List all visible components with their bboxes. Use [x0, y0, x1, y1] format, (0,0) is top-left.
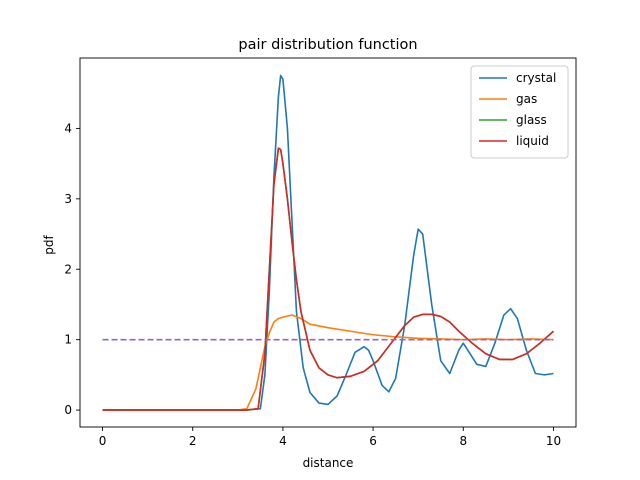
axes: 0 2 4 6 8 10 0 1 2 3 4: [64, 57, 577, 448]
x-tick-label: 6: [369, 434, 377, 448]
legend-label-gas: gas: [516, 92, 537, 106]
x-tick-label: 0: [99, 434, 107, 448]
legend-label-liquid: liquid: [516, 134, 549, 148]
plot-frame: [79, 57, 577, 428]
plot-area: [102, 74, 554, 411]
series-line-crystal: [102, 74, 554, 411]
x-tick-label: 2: [189, 434, 197, 448]
y-tick-label: 4: [64, 121, 72, 135]
series-line-glass: [102, 147, 554, 411]
y-tick-label: 1: [64, 333, 72, 347]
x-tick-label: 8: [459, 434, 467, 448]
x-tick-label: 10: [546, 434, 561, 448]
legend: crystal gas glass liquid: [470, 65, 569, 159]
y-tick-label: 2: [64, 262, 72, 276]
series-line-gas: [102, 314, 554, 411]
chart-title: pair distribution function: [238, 37, 417, 53]
y-tick-label: 3: [64, 192, 72, 206]
x-axis-label: distance: [303, 456, 354, 470]
y-tick-label: 0: [64, 403, 72, 417]
legend-label-crystal: crystal: [516, 71, 556, 85]
y-axis-label: pdf: [42, 235, 56, 255]
legend-box: [470, 65, 569, 159]
x-tick-label: 4: [279, 434, 287, 448]
series-line-liquid: [102, 147, 554, 411]
legend-label-glass: glass: [516, 113, 547, 127]
